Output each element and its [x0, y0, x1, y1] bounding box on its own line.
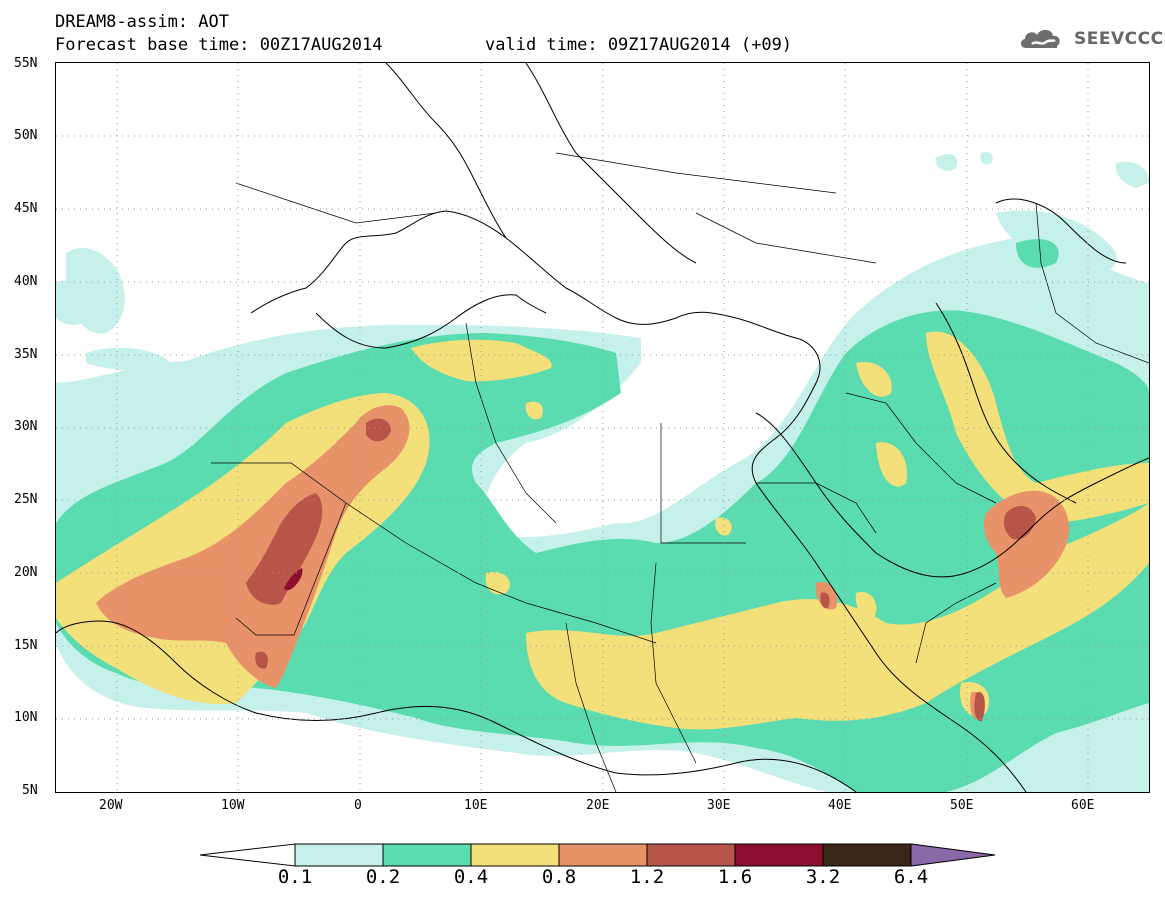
colorbar-label: 6.4 [893, 866, 929, 888]
lat-label: 20N [14, 565, 38, 580]
lon-label: 40E [828, 798, 852, 813]
colorbar-label: 0.8 [541, 866, 577, 888]
colorbar-swatch [822, 843, 912, 867]
colorbar-under-arrow [199, 843, 296, 867]
lat-label: 45N [14, 201, 38, 216]
lon-label: 0 [354, 798, 362, 813]
colorbar-over-arrow [910, 843, 996, 867]
colorbar-label: 0.4 [453, 866, 489, 888]
lat-lon-grid [56, 63, 1149, 792]
lon-label: 10W [221, 798, 245, 813]
lon-label: 60E [1071, 798, 1095, 813]
colorbar-label: 0.1 [277, 866, 313, 888]
lon-label: 20W [99, 798, 123, 813]
colorbar-swatch [558, 843, 648, 867]
colorbar-swatch [646, 843, 736, 867]
lon-label: 10E [464, 798, 488, 813]
aot-band-1.6 [284, 568, 303, 591]
colorbar-label: 3.2 [805, 866, 841, 888]
lat-label: 30N [14, 419, 38, 434]
lat-label: 35N [14, 347, 38, 362]
lat-label: 50N [14, 128, 38, 143]
valid-time: valid time: 09Z17AUG2014 (+09) [485, 35, 793, 55]
lat-label: 5N [22, 783, 38, 798]
logo-text: SEEVCCC [1074, 29, 1164, 49]
colorbar-label: 1.6 [717, 866, 753, 888]
colorbar-swatch [470, 843, 560, 867]
lat-label: 40N [14, 274, 38, 289]
lon-label: 20E [586, 798, 610, 813]
lat-label: 55N [14, 56, 38, 71]
colorbar-swatch [734, 843, 824, 867]
forecast-base-time: Forecast base time: 00Z17AUG2014 [55, 35, 383, 55]
aot-map [56, 63, 1149, 792]
lon-label: 30E [707, 798, 731, 813]
country-borders [211, 152, 1149, 792]
cloud-icon [1020, 29, 1060, 48]
lat-label: 10N [14, 710, 38, 725]
lat-label: 25N [14, 492, 38, 507]
colorbar-swatch [294, 843, 384, 867]
seevccc-logo: SEEVCCC [1018, 24, 1164, 54]
colorbar-label: 0.2 [365, 866, 401, 888]
colorbar-label: 1.2 [629, 866, 665, 888]
colorbar-swatch [382, 843, 472, 867]
chart-title-model: DREAM8-assim: AOT [55, 12, 229, 32]
colorbar [199, 838, 1000, 872]
map-area [55, 62, 1150, 793]
lon-label: 50E [950, 798, 974, 813]
lat-label: 15N [14, 638, 38, 653]
